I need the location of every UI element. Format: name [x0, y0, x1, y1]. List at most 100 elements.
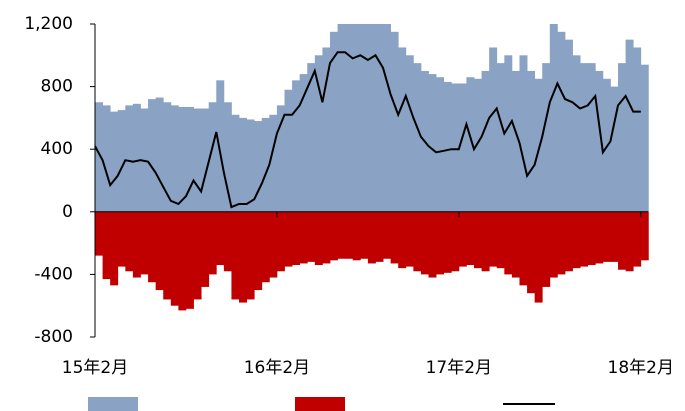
bar: [474, 78, 482, 212]
x-tick-label: 15年2月: [62, 358, 128, 378]
bar: [383, 211, 392, 259]
bar: [595, 70, 604, 212]
bar: [618, 63, 626, 212]
bar: [231, 114, 240, 212]
bar: [193, 108, 202, 212]
bar: [117, 110, 126, 212]
bar: [557, 31, 566, 212]
bar: [329, 211, 338, 261]
bar: [239, 117, 247, 212]
bar: [542, 63, 551, 212]
bar: [496, 63, 505, 212]
bar: [276, 105, 285, 212]
bar: [337, 211, 346, 259]
bar: [352, 24, 361, 212]
bar: [466, 211, 475, 266]
bar: [580, 63, 589, 212]
bar: [140, 211, 149, 275]
bar: [360, 24, 369, 212]
bar: [216, 80, 225, 212]
bar: [170, 211, 179, 306]
bar: [564, 39, 573, 212]
bar: [451, 211, 460, 272]
bar: [564, 211, 573, 272]
bar: [117, 211, 126, 267]
bar: [314, 211, 323, 266]
bar: [519, 211, 528, 286]
bar: [307, 211, 316, 262]
bar: [155, 211, 164, 291]
bar: [595, 211, 604, 264]
bar: [640, 64, 649, 212]
bar: [405, 211, 414, 267]
bar: [163, 102, 172, 212]
bar: [474, 211, 482, 269]
bar: [413, 63, 422, 212]
bar: [534, 78, 543, 212]
bar: [375, 24, 384, 212]
bar: [208, 102, 217, 212]
bar: [352, 211, 361, 261]
y-tick-label: -400: [34, 264, 73, 284]
bar: [163, 211, 172, 300]
bar: [610, 86, 619, 212]
bar: [481, 70, 490, 212]
bar: [148, 211, 157, 283]
bar: [610, 211, 619, 262]
x-tick-label: 17年2月: [426, 358, 492, 378]
bar: [458, 211, 467, 267]
bar: [504, 211, 513, 275]
bar: [170, 105, 179, 212]
bar: [633, 211, 642, 267]
bar: [534, 211, 543, 303]
bar: [276, 211, 285, 272]
bar: [511, 70, 520, 212]
bar: [223, 102, 232, 212]
bar: [254, 121, 263, 212]
bar: [178, 211, 187, 311]
bar: [102, 211, 111, 280]
bar: [428, 211, 437, 278]
bar: [292, 211, 301, 266]
bar: [504, 55, 513, 212]
bar: [458, 83, 467, 212]
bar: [132, 103, 141, 212]
bar: [519, 55, 528, 212]
bar: [322, 47, 331, 212]
bar: [110, 211, 119, 286]
bar: [527, 70, 536, 212]
bar: [132, 211, 141, 278]
bar: [572, 55, 581, 212]
bar: [345, 211, 354, 259]
bar: [602, 211, 611, 262]
bar: [208, 211, 217, 275]
bar: [527, 211, 536, 294]
bar: [231, 211, 240, 300]
bar: [367, 24, 376, 212]
bar: [511, 211, 520, 278]
bar: [345, 24, 354, 212]
bar: [155, 97, 164, 212]
bar: [542, 211, 551, 287]
bar: [383, 24, 392, 212]
x-tick-label: 18年2月: [608, 358, 674, 378]
bar: [185, 106, 194, 212]
bar: [587, 211, 596, 266]
bar: [178, 106, 187, 212]
bar: [193, 211, 202, 300]
bar: [390, 31, 399, 212]
bar: [239, 211, 247, 303]
legend-swatch: [88, 397, 138, 411]
bar: [398, 47, 407, 212]
y-tick-label: 800: [41, 77, 73, 97]
bar: [110, 111, 119, 212]
bar: [489, 211, 498, 267]
bar: [413, 211, 422, 272]
bar: [284, 89, 293, 212]
bar: [557, 211, 566, 275]
line: [94, 51, 641, 209]
bar: [292, 80, 301, 212]
bar: [125, 211, 134, 272]
bar: [201, 211, 210, 287]
bar: [148, 99, 157, 212]
